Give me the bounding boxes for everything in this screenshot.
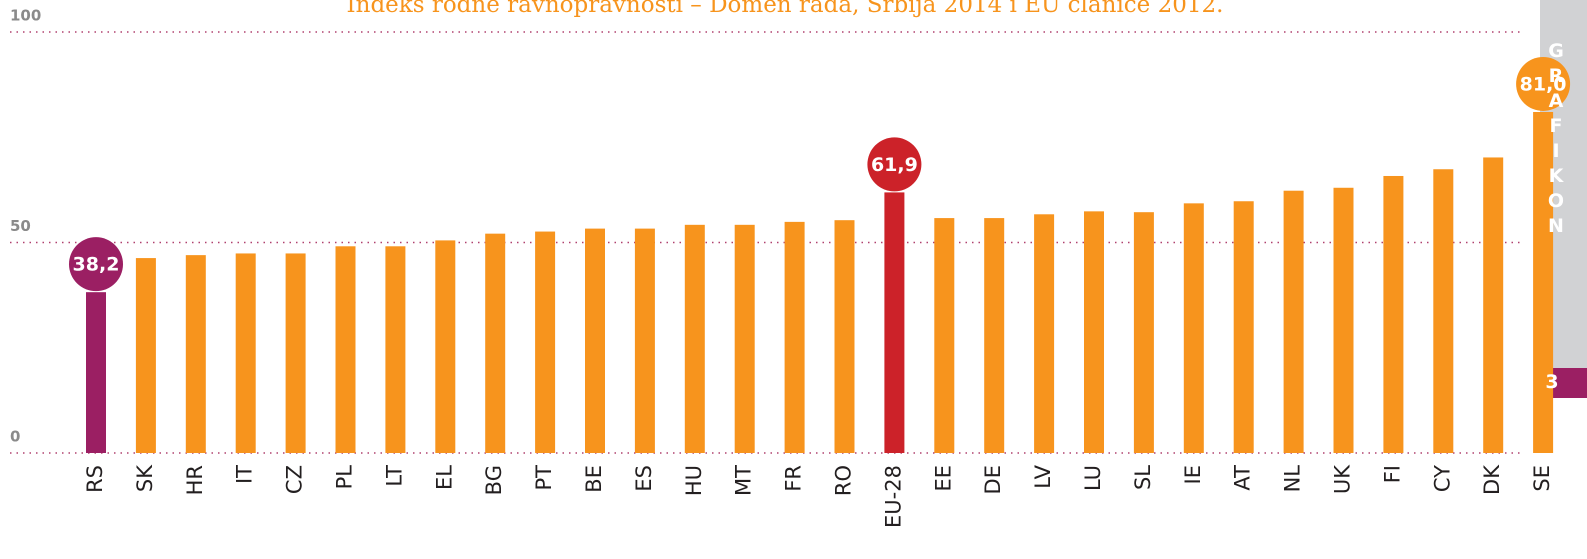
x-tick-label: IT	[233, 465, 257, 484]
bar	[1233, 201, 1254, 453]
bar	[585, 228, 605, 453]
bar	[1383, 175, 1404, 453]
x-tick-label: LT	[382, 465, 406, 487]
x-tick-label: BE	[582, 465, 606, 493]
y-tick-label: 100	[10, 7, 41, 25]
chart-title: Indeks rodne ravnopravnosti – Domen rada…	[347, 0, 1224, 18]
bar	[1333, 187, 1354, 453]
bar	[834, 220, 855, 453]
bar	[185, 255, 206, 453]
x-tick-label: EE	[931, 465, 955, 492]
bar	[86, 292, 106, 453]
side-number: 3	[1541, 370, 1563, 396]
x-tick-label: PT	[532, 465, 556, 491]
x-tick-label: MT	[732, 465, 756, 496]
x-tick-label: PL	[333, 465, 357, 490]
bar	[784, 221, 805, 453]
bar	[1533, 111, 1554, 454]
bar	[385, 246, 406, 453]
x-tick-label: FI	[1380, 465, 1404, 483]
x-tick-label: RO	[832, 465, 856, 496]
bar	[1183, 203, 1204, 453]
value-label-badge	[1516, 56, 1571, 111]
x-tick-label: HU	[682, 465, 706, 496]
x-tick-label: CY	[1430, 465, 1454, 492]
bar	[934, 218, 955, 453]
x-tick-label: EL	[432, 465, 456, 490]
bar	[535, 231, 556, 453]
bar	[1034, 214, 1055, 453]
x-tick-label: CZ	[283, 465, 307, 494]
x-tick-label: EU-28	[881, 465, 905, 528]
x-tick-label: SE	[1530, 465, 1554, 492]
bar	[1133, 212, 1154, 453]
value-label-badge	[69, 237, 123, 292]
y-tick-label: 0	[10, 428, 20, 446]
bar	[734, 224, 755, 453]
bar	[235, 253, 256, 453]
bar	[1283, 190, 1304, 454]
x-tick-label: HR	[183, 465, 207, 495]
x-tick-label: LU	[1081, 465, 1105, 491]
x-tick-label: UK	[1331, 464, 1355, 494]
x-tick-label: RS	[83, 465, 107, 493]
x-tick-label: IE	[1181, 465, 1205, 484]
x-tick-label: SL	[1131, 465, 1155, 490]
bar	[884, 192, 905, 453]
value-label: 61,9	[871, 154, 918, 176]
x-tick-label: DK	[1480, 464, 1504, 495]
bar	[684, 224, 705, 453]
bar	[285, 253, 306, 453]
bar	[335, 246, 356, 453]
bar	[135, 258, 156, 453]
value-label: 38,2	[73, 254, 120, 276]
value-label-badge	[867, 137, 922, 192]
value-label: 81,0	[1520, 73, 1567, 95]
x-tick-label: ES	[632, 465, 656, 492]
x-tick-label: LV	[1031, 464, 1055, 488]
side-label: GRAFIKON	[1545, 40, 1567, 240]
bar	[1433, 169, 1454, 453]
x-tick-label: AT	[1231, 465, 1255, 491]
x-tick-label: DE	[981, 465, 1005, 494]
bar	[1483, 157, 1504, 453]
bar	[435, 240, 456, 453]
y-tick-label: 50	[10, 217, 31, 235]
x-tick-label: SK	[133, 464, 157, 492]
x-tick-label: BG	[482, 465, 506, 495]
bar	[984, 218, 1005, 453]
bar	[1084, 211, 1104, 453]
x-tick-label: FR	[782, 465, 806, 492]
bar	[634, 228, 655, 453]
x-tick-label: NL	[1281, 465, 1305, 493]
bar	[485, 233, 506, 453]
